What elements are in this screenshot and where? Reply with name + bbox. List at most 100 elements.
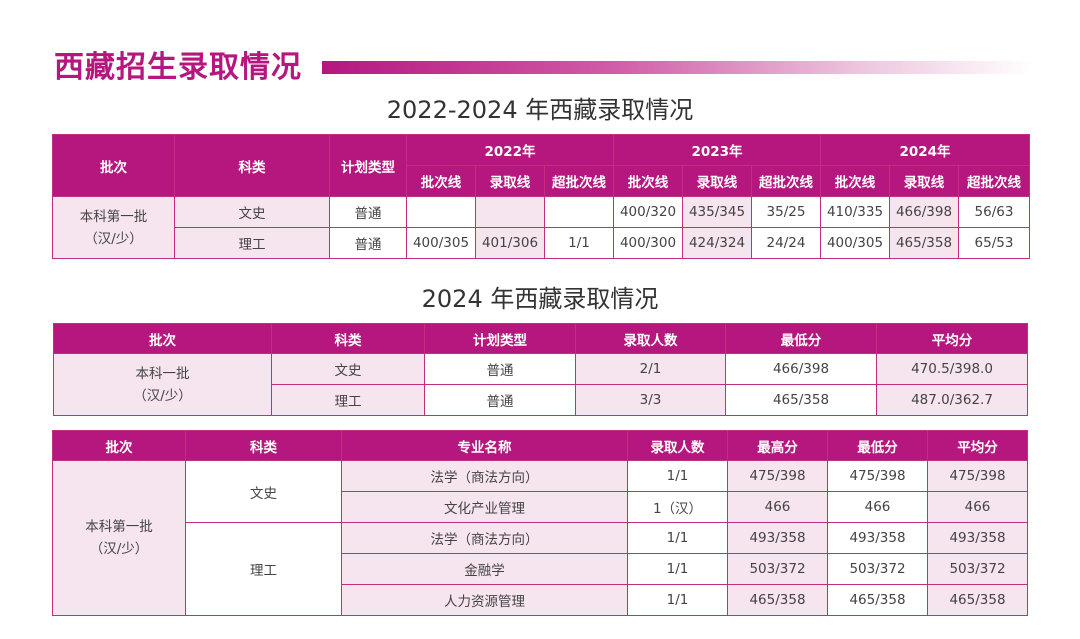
table-row: 本科第一批 （汉/少） 文史 普通 400/320 435/345 35/25 … — [52, 196, 1030, 259]
avg-score-cell: 487.0/362.7 — [876, 384, 1028, 416]
max-score-cell: 493/358 — [727, 522, 828, 554]
value-cell: 466/398 — [889, 196, 959, 228]
batch-cell: 本科第一批 （汉/少） — [52, 196, 175, 259]
admission-table-2024: 批次 科类 计划类型 录取人数 最低分 平均分 本科一批 （汉/少） 文史 普通… — [53, 323, 1028, 416]
plan-type-cell: 普通 — [329, 196, 407, 228]
value-cell: 400/320 — [613, 196, 683, 228]
page-title: 西藏招生录取情况 — [54, 50, 302, 85]
avg-score-cell: 466 — [927, 491, 1028, 523]
table-row: 文化产业管理 1（汉） 466 466 466 — [53, 491, 1028, 523]
category-cell: 理工 — [174, 227, 330, 259]
table-row: 本科一批 （汉/少） 文史 普通 2/1 466/398 470.5/398.0 — [53, 353, 1028, 416]
value-cell: 465/358 — [889, 227, 959, 259]
value-cell: 400/305 — [406, 227, 476, 259]
value-cell: 410/335 — [820, 196, 890, 228]
admitted-cell: 1/1 — [627, 553, 728, 585]
batch-label: 本科第一批 （汉/少） — [79, 208, 148, 247]
value-cell: 1/1 — [544, 227, 614, 259]
major-cell: 法学（商法方向） — [341, 522, 628, 554]
category-cell: 理工 — [185, 522, 342, 616]
min-score-cell: 503/372 — [827, 553, 928, 585]
max-score-cell: 503/372 — [727, 553, 828, 585]
admitted-cell: 1/1 — [627, 584, 728, 616]
batch-label: 本科一批 （汉/少） — [133, 365, 192, 404]
major-cell: 人力资源管理 — [341, 584, 628, 616]
table2-title: 2024 年西藏录取情况 — [421, 285, 659, 313]
min-score-cell: 466/398 — [725, 353, 877, 385]
header-batch: 批次 — [53, 323, 272, 354]
subheader-admission-line: 录取线 — [889, 165, 959, 197]
admission-table-2022-2024: 批次 科类 计划类型 2022年 2023年 2024年 批次线 录取线 超批次… — [52, 134, 1030, 259]
value-cell: 65/53 — [958, 227, 1030, 259]
min-score-cell: 475/398 — [827, 460, 928, 492]
header-year-2022: 2022年 — [406, 134, 614, 166]
title-decoration-bar — [322, 61, 1034, 74]
min-score-cell: 493/358 — [827, 522, 928, 554]
category-cell: 理工 — [271, 384, 425, 416]
value-cell: 400/300 — [613, 227, 683, 259]
value-cell: 401/306 — [475, 227, 545, 259]
value-cell — [475, 196, 545, 228]
min-score-cell: 465/358 — [827, 584, 928, 616]
major-cell: 法学（商法方向） — [341, 460, 628, 492]
table-row: 金融学 1/1 503/372 503/372 503/372 — [53, 553, 1028, 585]
avg-score-cell: 503/372 — [927, 553, 1028, 585]
header-year-2023: 2023年 — [613, 134, 821, 166]
admitted-cell: 1/1 — [627, 522, 728, 554]
admitted-cell: 1/1 — [627, 460, 728, 492]
major-cell: 金融学 — [341, 553, 628, 585]
subheader-over-line: 超批次线 — [544, 165, 614, 197]
max-score-cell: 466 — [727, 491, 828, 523]
table-row: 理工 普通 3/3 465/358 487.0/362.7 — [54, 384, 1028, 416]
category-cell: 文史 — [271, 353, 425, 385]
header-year-2024: 2024年 — [820, 134, 1030, 166]
header-category: 科类 — [185, 430, 342, 461]
value-cell: 400/305 — [820, 227, 890, 259]
header-category: 科类 — [271, 323, 425, 354]
table-row: 理工 法学（商法方向） 1/1 493/358 493/358 493/358 — [53, 522, 1028, 616]
batch-label: 本科第一批 （汉/少） — [85, 519, 153, 557]
value-cell: 35/25 — [751, 196, 821, 228]
header-batch: 批次 — [52, 430, 186, 461]
subheader-batch-line: 批次线 — [613, 165, 683, 197]
table-row: 本科第一批 （汉/少） 文史 法学（商法方向） 1/1 475/398 475/… — [52, 460, 1028, 616]
major-cell: 文化产业管理 — [341, 491, 628, 523]
avg-score-cell: 465/358 — [927, 584, 1028, 616]
table1-title: 2022-2024 年西藏录取情况 — [386, 96, 694, 124]
plan-type-cell: 普通 — [424, 384, 576, 416]
header-avg-score: 平均分 — [876, 323, 1028, 354]
subheader-over-line: 超批次线 — [751, 165, 821, 197]
header-max-score: 最高分 — [727, 430, 828, 461]
plan-type-cell: 普通 — [329, 227, 407, 259]
value-cell: 435/345 — [682, 196, 752, 228]
header-plan-type: 计划类型 — [424, 323, 576, 354]
subheader-admission-line: 录取线 — [682, 165, 752, 197]
subheader-batch-line: 批次线 — [820, 165, 890, 197]
avg-score-cell: 493/358 — [927, 522, 1028, 554]
value-cell: 24/24 — [751, 227, 821, 259]
header-min-score: 最低分 — [827, 430, 928, 461]
admitted-cell: 3/3 — [575, 384, 726, 416]
table-row: 理工 普通 400/305 401/306 1/1 400/300 424/32… — [53, 227, 1030, 259]
batch-cell: 本科一批 （汉/少） — [53, 353, 272, 416]
plan-type-cell: 普通 — [424, 353, 576, 385]
header-admitted-count: 录取人数 — [575, 323, 726, 354]
min-score-cell: 465/358 — [725, 384, 877, 416]
table-row: 人力资源管理 1/1 465/358 465/358 465/358 — [53, 584, 1028, 616]
value-cell — [544, 196, 614, 228]
max-score-cell: 475/398 — [727, 460, 828, 492]
avg-score-cell: 475/398 — [927, 460, 1028, 492]
major-admission-table: 批次 科类 专业名称 录取人数 最高分 最低分 平均分 本科第一批 （汉/少） … — [52, 430, 1028, 616]
max-score-cell: 465/358 — [727, 584, 828, 616]
header-category: 科类 — [174, 134, 330, 197]
min-score-cell: 466 — [827, 491, 928, 523]
header-avg-score: 平均分 — [927, 430, 1028, 461]
header-major-name: 专业名称 — [341, 430, 628, 461]
category-cell: 文史 — [185, 460, 342, 523]
value-cell: 56/63 — [958, 196, 1030, 228]
value-cell: 424/324 — [682, 227, 752, 259]
header-plan-type: 计划类型 — [329, 134, 407, 197]
header-batch: 批次 — [52, 134, 175, 197]
admitted-cell: 1（汉） — [627, 491, 728, 523]
subheader-batch-line: 批次线 — [406, 165, 476, 197]
